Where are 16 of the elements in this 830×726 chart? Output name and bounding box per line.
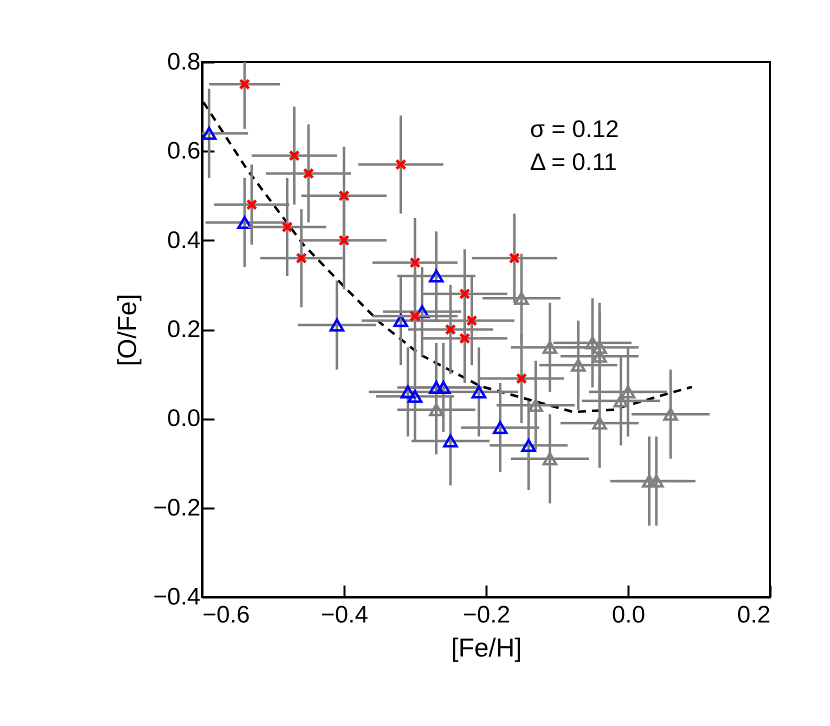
y-tick-label: −0.4 <box>153 584 200 610</box>
annotation: Δ = 0.11 <box>530 149 617 176</box>
annotation: σ = 0.12 <box>530 116 619 143</box>
y-tick-label: 0.4 <box>167 226 200 254</box>
y-tick-label: 0.6 <box>167 138 200 165</box>
x-tick-label: −0.4 <box>320 602 368 628</box>
x-tick-label: 0.2 <box>737 602 770 628</box>
x-tick-label: −0.2 <box>462 602 510 628</box>
x-tick-label: −0.6 <box>202 602 250 628</box>
y-axis-title: [O/Fe] <box>112 294 142 366</box>
y-tick-label: 0.8 <box>167 48 200 76</box>
x-tick-label: 0.0 <box>612 602 646 628</box>
y-tick-label: −0.2 <box>153 494 200 522</box>
x-axis-title: [Fe/H] <box>451 632 522 662</box>
y-tick-label: 0.2 <box>167 316 200 343</box>
y-tick-label: 0.0 <box>167 405 200 432</box>
